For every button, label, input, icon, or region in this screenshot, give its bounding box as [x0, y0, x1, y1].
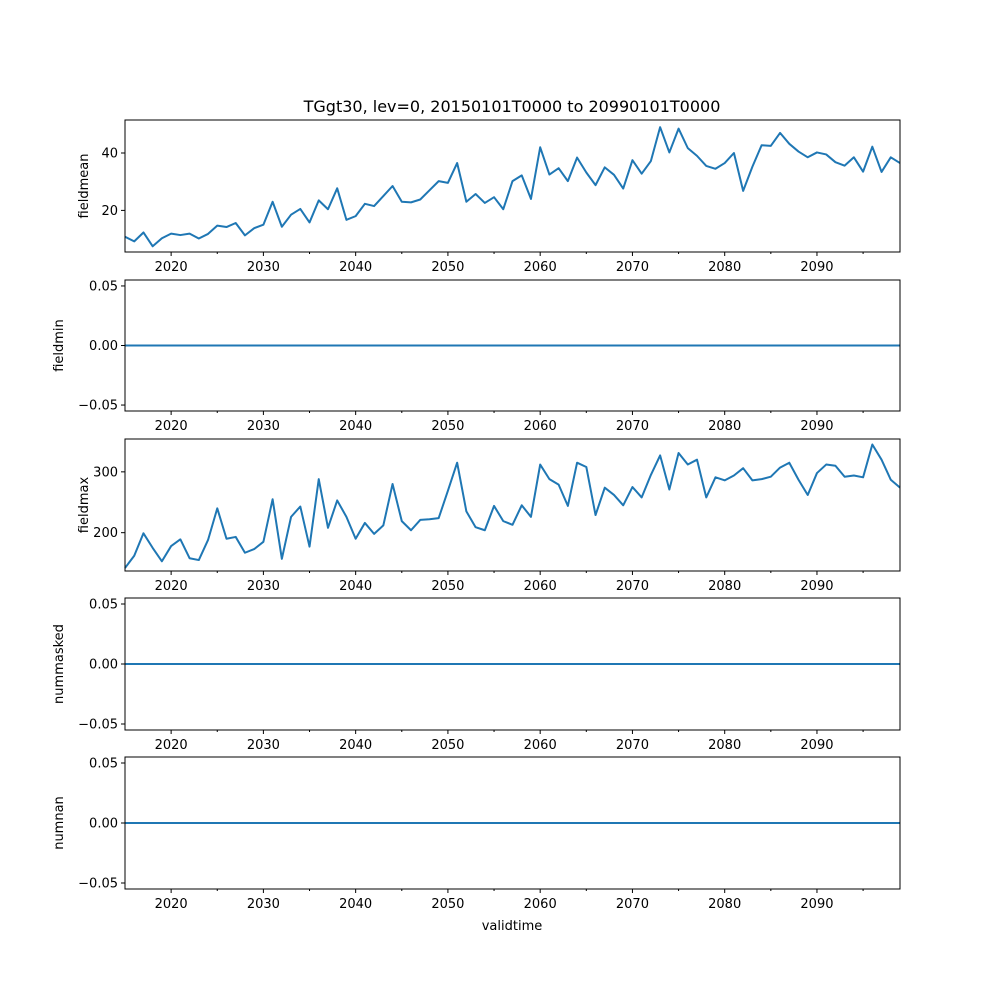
x-tick-label-fieldmin: 2070 [616, 419, 649, 434]
panel-fieldmin: −0.05 0.00 0.05 2020 2030 2040 2050 2060 2070 208… [52, 279, 901, 434]
x-tick-label-numnan: 2070 [616, 897, 649, 912]
y-axis-label-fieldmean: fieldmean [77, 154, 92, 219]
y-tick-label-nummasked: 0.00 [89, 658, 118, 673]
x-tick-label-nummasked: 2030 [247, 738, 280, 753]
x-tick-label-fieldmax: 2040 [339, 579, 372, 594]
x-tick-label-fieldmin: 2090 [800, 419, 833, 434]
x-tick-label-fieldmax: 2030 [247, 579, 280, 594]
x-tick-label-nummasked: 2020 [155, 738, 188, 753]
y-axis-label-fieldmin: fieldmin [52, 319, 67, 372]
x-tick-label-numnan: 2060 [524, 897, 557, 912]
y-tick-label-fieldmin: 0.00 [89, 339, 118, 354]
x-tick-label-fieldmean: 2070 [616, 260, 649, 275]
x-tick-label-fieldmin: 2050 [431, 419, 464, 434]
x-tick-label-fieldmean: 2080 [708, 260, 741, 275]
x-tick-label-fieldmax: 2080 [708, 579, 741, 594]
axes-frame-fieldmean [124, 119, 901, 253]
x-tick-label-nummasked: 2080 [708, 738, 741, 753]
x-axis-label: validtime [482, 919, 543, 934]
x-tick-label-fieldmean: 2020 [155, 260, 188, 275]
panel-fieldmax: 200 300 2020 2030 2040 2050 2060 2070 2080 2090 fi… [77, 438, 901, 594]
x-tick-label-fieldmean: 2090 [800, 260, 833, 275]
y-tick-label-fieldmax: 300 [93, 465, 118, 480]
axes-frame-fieldmax [124, 438, 901, 572]
x-tick-label-numnan: 2050 [431, 897, 464, 912]
y-axis-label-numnan: numnan [52, 796, 67, 850]
y-tick-label-numnan: 0.05 [89, 757, 118, 772]
x-tick-label-fieldmax: 2090 [800, 579, 833, 594]
series-line-fieldmean [124, 126, 901, 248]
x-tick-label-numnan: 2080 [708, 897, 741, 912]
x-tick-label-numnan: 2090 [800, 897, 833, 912]
y-tick-label-fieldmax: 200 [93, 526, 118, 541]
y-tick-label-fieldmin: −0.05 [78, 399, 118, 414]
x-tick-label-fieldmax: 2060 [524, 579, 557, 594]
x-tick-label-nummasked: 2040 [339, 738, 372, 753]
x-tick-label-fieldmax: 2070 [616, 579, 649, 594]
x-tick-label-fieldmean: 2060 [524, 260, 557, 275]
x-tick-label-fieldmin: 2040 [339, 419, 372, 434]
x-tick-label-nummasked: 2050 [431, 738, 464, 753]
series-line-fieldmax [124, 443, 901, 569]
x-tick-label-fieldmin: 2030 [247, 419, 280, 434]
x-tick-label-fieldmean: 2040 [339, 260, 372, 275]
y-tick-label-fieldmean: 20 [101, 204, 118, 219]
y-tick-label-fieldmin: 0.05 [89, 279, 118, 294]
x-tick-label-numnan: 2030 [247, 897, 280, 912]
y-tick-label-fieldmean: 40 [101, 147, 118, 162]
y-tick-label-numnan: 0.00 [89, 817, 118, 832]
x-tick-label-numnan: 2020 [155, 897, 188, 912]
panel-numnan: −0.05 0.00 0.05 2020 2030 2040 2050 2060 2070 208… [52, 756, 901, 912]
x-tick-label-fieldmin: 2020 [155, 419, 188, 434]
x-tick-label-fieldmin: 2060 [524, 419, 557, 434]
y-tick-label-nummasked: 0.05 [89, 598, 118, 613]
x-tick-label-nummasked: 2060 [524, 738, 557, 753]
y-tick-label-numnan: −0.05 [78, 877, 118, 892]
x-tick-label-fieldmax: 2020 [155, 579, 188, 594]
chart-title: TGgt30, lev=0, 20150101T0000 to 20990101… [303, 97, 721, 116]
x-tick-label-fieldmax: 2050 [431, 579, 464, 594]
x-tick-label-fieldmin: 2080 [708, 419, 741, 434]
y-tick-label-nummasked: −0.05 [78, 718, 118, 733]
x-tick-label-nummasked: 2090 [800, 738, 833, 753]
x-tick-label-nummasked: 2070 [616, 738, 649, 753]
x-tick-label-fieldmean: 2030 [247, 260, 280, 275]
panel-nummasked: −0.05 0.00 0.05 2020 2030 2040 2050 2060 2070 208… [52, 597, 901, 753]
x-tick-label-numnan: 2040 [339, 897, 372, 912]
x-tick-label-fieldmean: 2050 [431, 260, 464, 275]
y-axis-label-nummasked: nummasked [52, 624, 67, 704]
y-axis-label-fieldmax: fieldmax [77, 477, 92, 534]
